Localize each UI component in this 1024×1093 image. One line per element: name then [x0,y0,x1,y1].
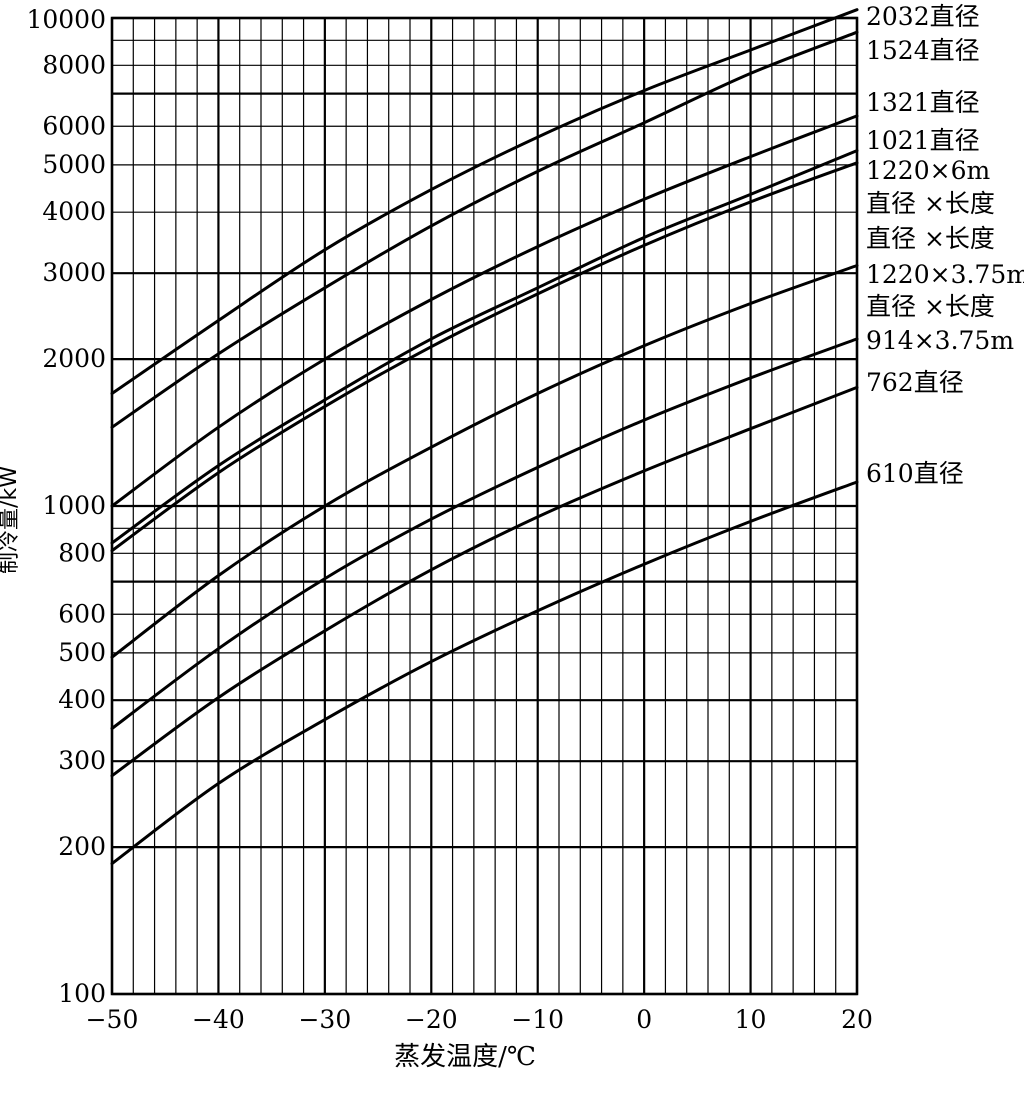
series-line-5 [110,264,859,659]
grid [110,16,859,996]
y-tick-label: 6000 [42,111,106,140]
x-axis-label: 蒸发温度/℃ [394,1042,536,1072]
curve-label: 1021直径 [866,126,980,155]
y-tick-label: 200 [58,832,106,861]
curve-label: 直径 ×长度 [866,189,995,218]
y-tick-label: 100 [58,979,106,1008]
x-tick-label: 0 [636,1005,652,1034]
y-axis-label: 制冷量/kW [0,466,22,574]
series-line-4 [110,161,859,553]
curve-label: 1524直径 [866,36,980,65]
y-tick-label: 800 [58,538,106,567]
x-tick-label: −20 [405,1005,458,1034]
curve-label: 直径 ×长度 [866,224,995,253]
series-line-6 [110,337,859,730]
y-tick-label: 8000 [42,50,106,79]
x-tick-label: −10 [511,1005,564,1034]
curve-label: 直径 ×长度 [866,292,995,321]
x-tick-label: 20 [841,1005,873,1034]
y-tick-label: 5000 [42,150,106,179]
x-tick-label: −50 [86,1005,139,1034]
y-tick-label: 300 [58,746,106,775]
y-tick-label: 1000 [42,491,106,520]
y-tick-label: 10000 [26,5,106,34]
y-tick-labels: 10000 8000 6000 5000 4000 3000 2000 1000 800 600 5… [26,5,106,1008]
x-tick-label: −30 [298,1005,351,1034]
series-lines [110,8,859,866]
curve-label: 2032直径 [866,2,980,31]
series-line-0 [110,8,859,395]
x-tick-labels: −50 −40 −30 −20 −10 0 10 20 [86,1005,873,1034]
x-tick-label: −40 [192,1005,245,1034]
curve-label: 1220×6m [866,156,990,185]
series-line-7 [110,385,859,778]
series-line-1 [110,30,859,429]
y-tick-label: 3000 [42,258,106,287]
series-line-2 [110,114,859,508]
curve-label: 1220×3.75m [866,260,1024,289]
series-line-8 [110,480,859,866]
y-tick-label: 2000 [42,344,106,373]
y-tick-label: 400 [58,685,106,714]
curve-label: 1321直径 [866,88,980,117]
curve-label: 914×3.75m [866,326,1014,355]
series-line-3 [110,149,859,545]
y-tick-label: 500 [58,638,106,667]
curve-label: 610直径 [866,459,964,488]
y-tick-label: 4000 [42,197,106,226]
curve-label: 762直径 [866,368,964,397]
x-tick-label: 10 [735,1005,767,1034]
y-tick-label: 600 [58,599,106,628]
